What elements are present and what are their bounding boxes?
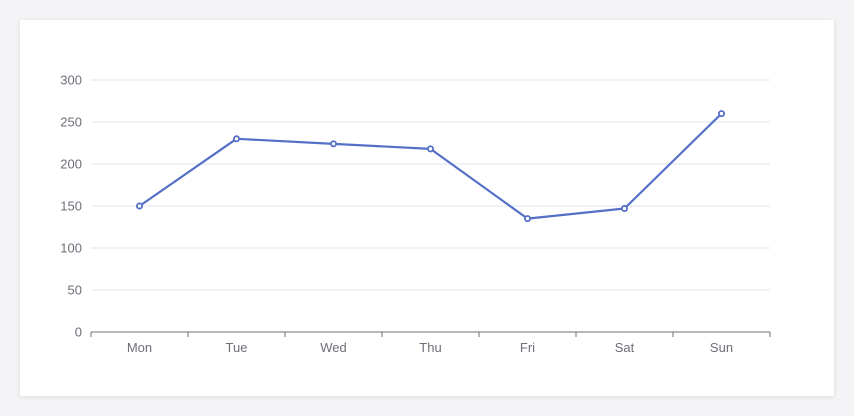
chart-card [20, 20, 834, 396]
x-axis-labels: Mon Tue Wed Thu Fri Sat Sun [127, 340, 733, 355]
x-tick-label: Tue [226, 340, 248, 355]
y-tick-label: 100 [60, 241, 82, 256]
data-point[interactable] [426, 145, 434, 153]
x-tick-label: Mon [127, 340, 152, 355]
data-point[interactable] [524, 215, 532, 223]
y-axis-labels: 0 50 100 150 200 250 300 [60, 73, 82, 340]
x-tick-label: Fri [520, 340, 535, 355]
y-tick-label: 150 [60, 199, 82, 214]
x-tick-label: Sat [615, 340, 635, 355]
data-points [135, 110, 726, 223]
series-line [138, 112, 723, 220]
data-point[interactable] [232, 135, 240, 143]
x-tick-label: Sun [710, 340, 733, 355]
x-axis [90, 331, 771, 337]
y-tick-label: 50 [68, 283, 82, 298]
data-point[interactable] [718, 110, 726, 118]
grid-lines [91, 79, 770, 291]
data-point[interactable] [135, 202, 143, 210]
x-tick-label: Wed [320, 340, 347, 355]
y-tick-label: 300 [60, 73, 82, 88]
data-point[interactable] [621, 205, 629, 213]
y-tick-label: 250 [60, 115, 82, 130]
series-line-path [138, 112, 723, 220]
data-point[interactable] [329, 140, 337, 148]
y-tick-label: 0 [75, 325, 82, 340]
x-tick-label: Thu [419, 340, 441, 355]
y-tick-label: 200 [60, 157, 82, 172]
